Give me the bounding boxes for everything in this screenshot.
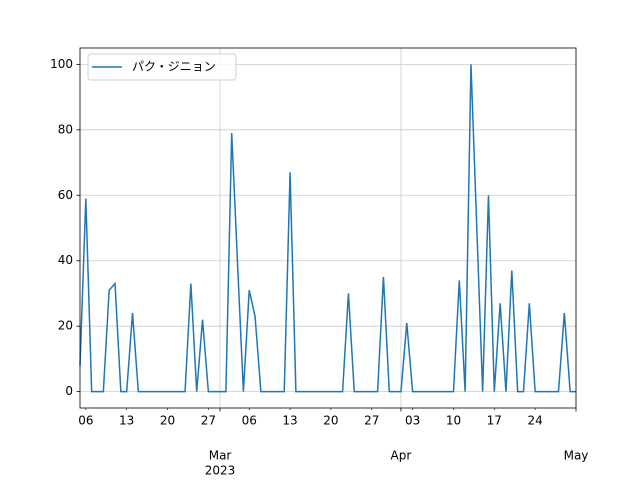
x-tick-label: 17 [487, 414, 502, 428]
legend-box [87, 53, 237, 81]
x-tick-label: 20 [160, 414, 175, 428]
data-line [79, 64, 576, 393]
y-tick-label: 100 [50, 57, 73, 71]
x-tick-label: 13 [119, 414, 134, 428]
x-tick-label: May [564, 449, 589, 463]
legend-label: パク・ジニョン [132, 60, 216, 74]
y-tick-label: 20 [58, 319, 73, 333]
x-tick-label: 10 [446, 414, 461, 428]
x-offset-label: 2023 [205, 464, 236, 478]
x-tick-label: 03 [405, 414, 420, 428]
x-tick-label: Apr [391, 449, 412, 463]
x-tick-label: 13 [282, 414, 297, 428]
x-tick-label: 27 [364, 414, 379, 428]
x-tick-label: Mar [209, 449, 232, 463]
x-tick-label: 27 [201, 414, 216, 428]
y-tick-label: 80 [58, 122, 73, 136]
y-tick-label: 40 [58, 253, 73, 267]
axes-frame [79, 47, 577, 409]
x-tick-label: 20 [323, 414, 338, 428]
y-tick-label: 0 [65, 384, 73, 398]
x-tick-label: 24 [528, 414, 543, 428]
plot-background [80, 48, 576, 408]
x-tick-label: 06 [78, 414, 93, 428]
y-tick-label: 60 [58, 188, 73, 202]
x-tick-label: 06 [242, 414, 257, 428]
